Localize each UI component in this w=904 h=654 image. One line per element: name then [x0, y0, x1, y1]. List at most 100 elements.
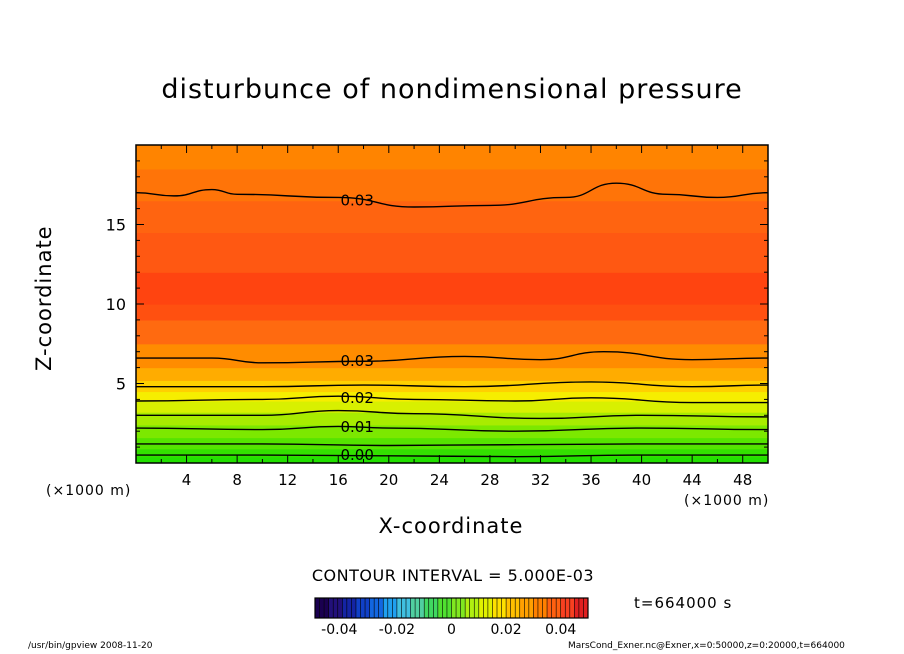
y-tick-label: 15 — [106, 216, 126, 235]
colorbar-segment — [560, 598, 566, 618]
x-tick-label: 36 — [581, 471, 600, 489]
colorbar-segment — [551, 598, 557, 618]
colorbar-segment — [578, 598, 584, 618]
colorbar-segment — [537, 598, 543, 618]
colorbar-segment — [583, 598, 589, 618]
contour-band — [136, 424, 768, 439]
colorbar-segment — [396, 598, 402, 618]
chart-title: disturbunce of nondimensional pressure — [161, 74, 743, 105]
colorbar-segment — [487, 598, 493, 618]
colorbar-segment — [437, 598, 443, 618]
x-tick-label: 32 — [531, 471, 550, 489]
contour-band — [136, 200, 768, 234]
colorbar-segment — [478, 598, 484, 618]
x-tick-label: 40 — [632, 471, 651, 489]
x-ticks: 4 8 12 16 20 24 28 32 36 40 44 48 — [135, 145, 769, 489]
colorbar-segment — [565, 598, 570, 618]
x-unit-left: (×1000 m) — [46, 483, 132, 499]
colorbar-segment — [383, 598, 388, 618]
x-tick-label: 24 — [430, 471, 449, 489]
contour-band — [136, 367, 768, 381]
colorbar-segment — [387, 598, 393, 618]
colorbar-segment — [424, 598, 429, 618]
colorbar-segment — [469, 598, 475, 618]
contour-labels: 0.00 0.01 0.02 0.03 0.03 — [340, 192, 373, 464]
y-ticks: 5 10 15 — [106, 144, 768, 464]
colorbar-segment — [501, 598, 507, 618]
contour-band — [136, 232, 768, 273]
contour-label: 0.01 — [340, 418, 373, 436]
colorbar-segment — [392, 598, 398, 618]
contour-band — [136, 319, 768, 345]
colorbar-segment — [428, 598, 434, 618]
colorbar-segment — [374, 598, 379, 618]
footer-source: MarsCond_Exner.nc@Exner,x=0:50000,z=0:20… — [568, 641, 845, 651]
colorbar-segment — [342, 598, 348, 618]
colorbar-segment — [315, 598, 320, 618]
contour-band — [136, 448, 768, 458]
colorbar-segment — [528, 598, 534, 618]
colorbar-segment — [556, 598, 561, 618]
colorbar-segment — [433, 598, 439, 618]
contour-band — [136, 400, 768, 413]
colorbar-segment — [406, 598, 411, 618]
colorbar-segment — [419, 598, 425, 618]
colorbar-segment — [533, 598, 539, 618]
colorbar-segment — [337, 598, 343, 618]
colorbar-segment — [360, 598, 366, 618]
colorbar-segment — [515, 598, 520, 618]
colorbar-segment — [506, 598, 511, 618]
colorbar-segment — [456, 598, 461, 618]
contour-band — [136, 456, 768, 463]
contour-lines — [136, 182, 768, 458]
colorbar-segment — [365, 598, 370, 618]
x-tick-label: 44 — [683, 471, 702, 489]
x-tick-label: 4 — [182, 471, 192, 489]
contour-line — [136, 454, 768, 458]
y-tick-label: 10 — [106, 295, 126, 314]
contour-line — [136, 443, 768, 447]
colorbar-segment — [324, 598, 329, 618]
colorbar-tick-label: 0 — [447, 622, 456, 638]
colorbar-frame — [314, 597, 589, 619]
colorbar-segment — [355, 598, 361, 618]
colorbar-segment — [415, 598, 420, 618]
colorbar-segment — [569, 598, 575, 618]
x-tick-label: 28 — [480, 471, 499, 489]
colorbar-segment — [510, 598, 516, 618]
colorbar-segment — [483, 598, 489, 618]
colorbar-segment — [442, 598, 448, 618]
contour-band — [136, 391, 768, 402]
x-tick-label: 20 — [379, 471, 398, 489]
colorbar-segment — [460, 598, 466, 618]
colorbar-segment — [351, 598, 357, 618]
contour-label: 0.03 — [340, 192, 373, 210]
contour-line — [136, 182, 768, 208]
contour-line — [136, 381, 768, 388]
colorbar-segment — [497, 598, 502, 618]
contour-interval-text: CONTOUR INTERVAL = 5.000E-03 — [311, 566, 595, 585]
colorbar-segment — [369, 598, 375, 618]
contour-line — [136, 425, 768, 432]
colorbar-segment — [524, 598, 530, 618]
colorbar-segment — [328, 598, 334, 618]
colorbar-segment — [346, 598, 352, 618]
colorbar-segment — [401, 598, 407, 618]
colorbar-tick-label: 0.02 — [491, 622, 522, 638]
contour-band — [136, 437, 768, 450]
colorbar-segment — [492, 598, 498, 618]
colorbar-segment — [378, 598, 384, 618]
x-tick-label: 16 — [329, 471, 348, 489]
colorbar-segment — [519, 598, 525, 618]
colorbar-segment — [474, 598, 479, 618]
colorbar-segment — [451, 598, 457, 618]
contour-band — [136, 168, 768, 202]
contour-label: 0.00 — [340, 446, 373, 464]
colorbar-segment — [547, 598, 552, 618]
contour-fill — [136, 145, 768, 463]
contour-label: 0.02 — [340, 389, 373, 407]
colorbar-segment — [465, 598, 470, 618]
colorbar-segment — [446, 598, 452, 618]
colorbar-segment — [333, 598, 338, 618]
